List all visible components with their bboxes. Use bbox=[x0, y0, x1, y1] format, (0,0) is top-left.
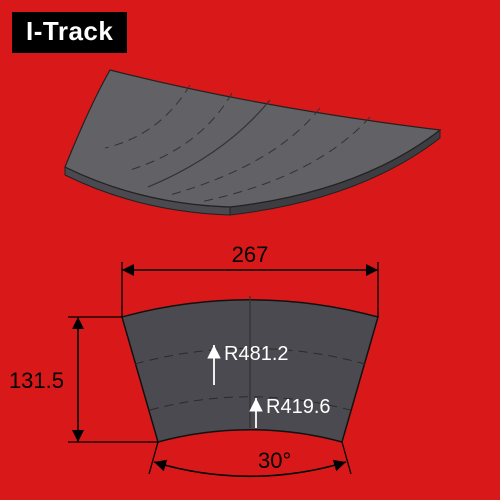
radius-inner-value: R419.6 bbox=[266, 396, 331, 418]
radius-outer-value: R481.2 bbox=[224, 343, 289, 365]
dim-angle-value: 30° bbox=[258, 448, 291, 473]
isometric-view bbox=[65, 70, 440, 215]
plan-view bbox=[122, 296, 378, 442]
dim-height-value: 131.5 bbox=[9, 368, 64, 393]
dim-width-value: 267 bbox=[232, 242, 269, 267]
technical-diagram: 267 131.5 30° R481.2 R419.6 bbox=[0, 0, 500, 500]
dim-angle: 30° bbox=[149, 442, 351, 476]
